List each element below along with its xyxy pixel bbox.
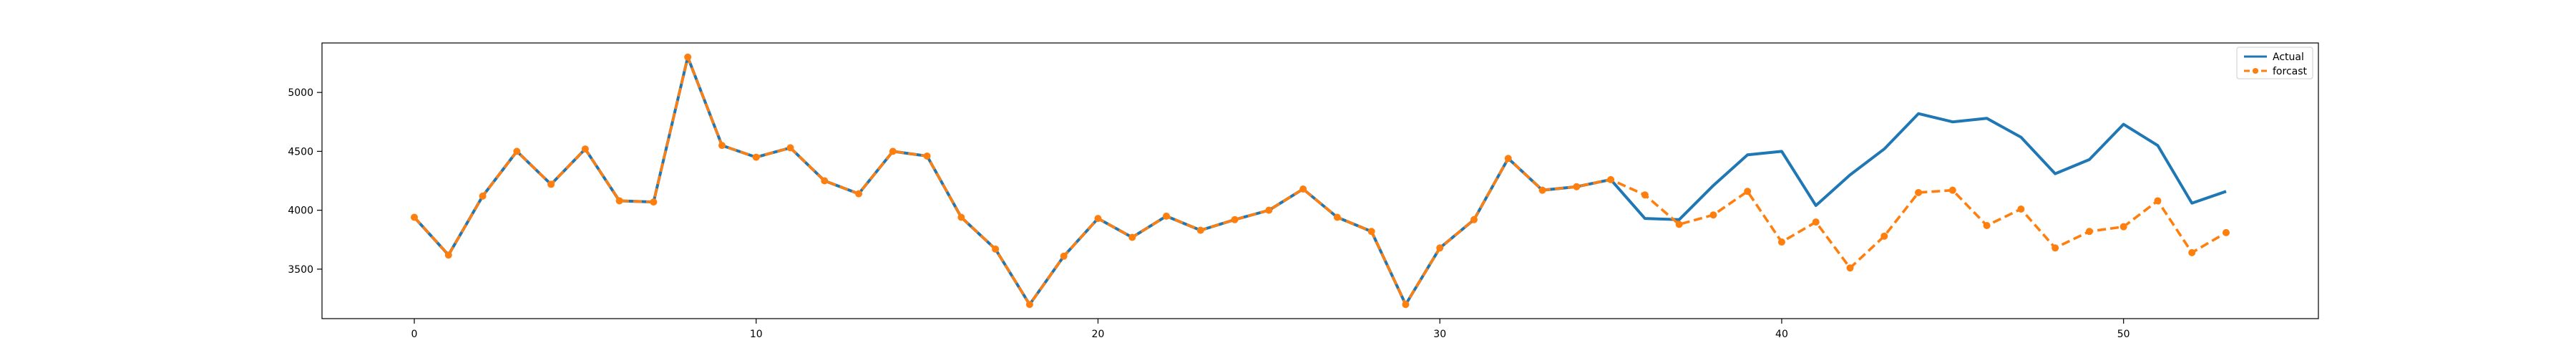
data-point (718, 142, 726, 150)
legend-label-forcast: forcast (2273, 66, 2308, 77)
data-point (1231, 216, 1239, 223)
data-point (821, 177, 829, 185)
data-point (2188, 248, 2196, 256)
data-point (650, 198, 658, 206)
data-point (1402, 301, 1410, 309)
y-tick-label: 4000 (288, 205, 313, 217)
x-tick-label: 40 (1775, 329, 1788, 340)
data-point (1196, 226, 1204, 234)
series-line-forcast (413, 55, 2227, 306)
x-tick-label: 30 (1433, 329, 1446, 340)
data-point (1607, 175, 1615, 183)
data-point (2154, 197, 2162, 205)
x-tick-label: 20 (1092, 329, 1105, 340)
data-point (923, 152, 931, 160)
data-point (547, 180, 555, 188)
data-point (513, 147, 521, 155)
data-point (1880, 232, 1888, 240)
data-point (1436, 244, 1444, 252)
data-point (444, 251, 452, 259)
data-point (1265, 206, 1273, 214)
x-tick-label: 0 (411, 329, 418, 340)
data-point (855, 190, 863, 198)
data-point (1299, 185, 1307, 193)
data-point (2051, 244, 2059, 252)
data-point (1094, 215, 1102, 223)
y-tick-label: 3500 (288, 264, 313, 276)
data-point (479, 192, 487, 200)
y-tick-label: 4500 (288, 146, 313, 158)
legend: Actual forcast (2236, 47, 2313, 79)
data-point (992, 245, 1000, 253)
data-point (1333, 213, 1341, 221)
data-point (786, 144, 794, 152)
legend-label-actual: Actual (2273, 52, 2304, 63)
legend-marker-forcast (2253, 68, 2258, 74)
data-point (2119, 223, 2127, 231)
y-tick-label: 5000 (288, 87, 313, 99)
data-point (615, 197, 623, 205)
data-point (1163, 212, 1171, 220)
data-point (1915, 188, 1923, 196)
plot-area (322, 43, 2318, 319)
data-point (1504, 155, 1512, 163)
data-point (1983, 222, 1991, 230)
plot-frame (321, 42, 2319, 319)
data-point (1812, 218, 1820, 226)
series-layer (410, 53, 2230, 309)
data-point (1641, 191, 1649, 199)
axes-layer: 0 10 20 30 40 50 3500 4000 4500 5000 (288, 87, 2129, 340)
data-point (2017, 205, 2025, 213)
data-point (1777, 238, 1785, 246)
data-point (1948, 186, 1956, 194)
x-tick-label: 50 (2117, 329, 2130, 340)
data-point (957, 213, 965, 221)
data-point (1025, 301, 1033, 309)
data-point (1709, 211, 1717, 219)
data-point (752, 153, 760, 161)
data-point (2223, 228, 2230, 236)
data-point (410, 213, 418, 221)
data-point (581, 145, 589, 153)
data-point (889, 147, 897, 155)
data-point (1367, 228, 1375, 236)
data-point (1538, 186, 1546, 194)
data-point (1470, 216, 1478, 223)
x-tick-label: 10 (750, 329, 763, 340)
data-point (1128, 233, 1136, 241)
data-point (1744, 188, 1752, 195)
data-point (1846, 264, 1854, 272)
data-point (684, 53, 692, 61)
data-point (1060, 252, 1068, 260)
data-point (2085, 228, 2093, 236)
data-point (1573, 183, 1581, 190)
data-point (1675, 221, 1683, 228)
